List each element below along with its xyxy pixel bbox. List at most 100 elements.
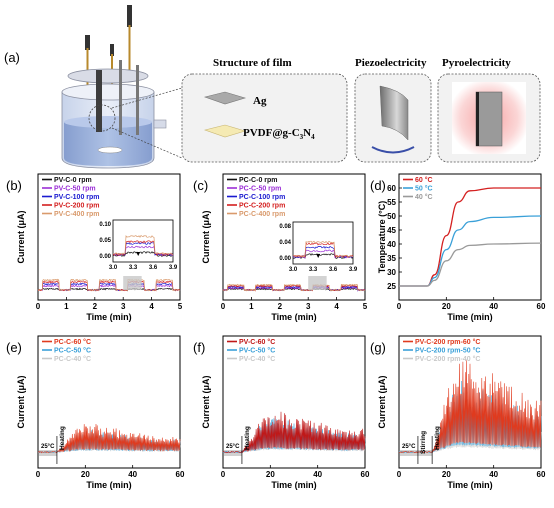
legend-entry: PV-C-400 rpm <box>54 211 100 218</box>
beaker-rim <box>61 83 155 101</box>
x-tick-label: 3 <box>121 302 126 311</box>
x-tick-label: 20 <box>266 470 275 479</box>
series-line <box>398 215 542 287</box>
x-tick-label: 0 <box>221 302 226 311</box>
x-tick-label: 1 <box>64 302 69 311</box>
reactor-illustration <box>61 5 183 169</box>
legend-entry: PC-C-0 rpm <box>239 177 278 184</box>
inset-frame <box>292 221 354 265</box>
x-tick-label: 0 <box>397 302 402 311</box>
inset-y-tick-label: 0.08 <box>279 224 291 230</box>
electrode-cap <box>127 5 132 27</box>
counter-electrode <box>119 60 122 135</box>
x-tick-label: 20 <box>442 470 451 479</box>
legend-entry: PC-C-50 rpm <box>239 186 281 193</box>
y-axis-label: Current (μA) <box>16 210 26 263</box>
x-tick-label: 60 <box>176 470 185 479</box>
film-icon <box>475 91 503 147</box>
x-tick-label: 5 <box>178 302 183 311</box>
y-tick-label: 35 <box>387 254 396 263</box>
x-tick-label: 1 <box>249 302 254 311</box>
x-tick-label: 60 <box>361 470 370 479</box>
legend-entry: PC-C-50 °C <box>54 347 91 355</box>
y-tick-label: 55 <box>387 198 396 207</box>
x-tick-label: 40 <box>128 470 137 479</box>
inset-x-tick-label: 3.6 <box>149 265 158 271</box>
legend-entry: PC-C-60 °C <box>54 338 91 346</box>
legend-entry: PV-C-200 rpm-40 °C <box>415 355 480 363</box>
zoom-line <box>111 127 183 159</box>
piezo-title: Piezoelectricity <box>355 57 427 69</box>
x-tick-label: 2 <box>278 302 283 311</box>
y-axis-label: Temperature (°C) <box>377 201 387 273</box>
legend-entry: PV-C-200 rpm-60 °C <box>415 338 480 346</box>
x-axis-label: Time (min) <box>271 480 316 490</box>
x-tick-label: 4 <box>334 302 339 311</box>
piezo-card: Piezoelectricity <box>354 57 432 163</box>
series-line <box>222 411 366 454</box>
legend-entry: PV-C-40 °C <box>239 355 275 363</box>
x-tick-label: 0 <box>36 470 41 479</box>
temperature-annotation: 25°C <box>41 444 55 450</box>
legend-entry: PV-C-200 rpm <box>54 203 100 210</box>
electrolyte <box>64 122 152 166</box>
plot-frame <box>222 173 366 301</box>
plot-frame <box>37 173 181 301</box>
x-tick-label: 20 <box>81 470 90 479</box>
film-label-sub1: 3 <box>300 133 304 141</box>
y-axis-label: Current (μA) <box>201 210 211 263</box>
electrode-cap <box>85 35 90 50</box>
pyro-card: Pyroelectricity <box>437 57 541 163</box>
inset-x-tick-label: 3.0 <box>109 265 118 271</box>
working-electrode <box>96 70 102 132</box>
inset-y-tick-label: 0.05 <box>99 238 111 244</box>
inset-y-tick-label: 0.00 <box>99 254 111 260</box>
highlight-region <box>308 276 327 290</box>
electrolyte-surface <box>64 116 152 128</box>
y-tick-label: 50 <box>387 212 396 221</box>
highlight-region <box>123 276 142 290</box>
panel-label: (g) <box>370 340 386 355</box>
series-line <box>37 278 181 292</box>
legend-entry: PV-C-0 rpm <box>54 177 92 184</box>
inset-x-tick-label: 3.3 <box>129 265 138 271</box>
pyro-title: Pyroelectricity <box>442 57 511 69</box>
reference-electrode <box>136 65 139 135</box>
x-tick-label: 40 <box>489 470 498 479</box>
stir-bar <box>97 146 123 154</box>
x-axis-label: Time (min) <box>86 480 131 490</box>
y-axis-label: Current (μA) <box>16 375 26 428</box>
legend-entry: PV-C-60 °C <box>239 338 275 346</box>
legend-entry: PC-C-40 °C <box>54 355 91 363</box>
film-label-sub2: 4 <box>311 133 315 141</box>
arrow-down-icon <box>316 254 321 258</box>
panel-label: (d) <box>370 178 386 193</box>
inset-y-tick-label: 0.10 <box>99 222 111 228</box>
y-axis-label: Current (μA) <box>377 375 387 428</box>
structure-card: Structure of film Ag PVDF@g-C3N4 <box>181 57 348 163</box>
x-tick-label: 60 <box>537 302 546 311</box>
x-tick-label: 2 <box>93 302 98 311</box>
temperature-annotation: 25°C <box>402 444 416 450</box>
ag-layer <box>203 91 247 105</box>
x-axis-label: Time (min) <box>447 312 492 322</box>
heating-annotation: Heating <box>59 426 66 450</box>
x-tick-label: 3 <box>306 302 311 311</box>
legend-entry: PV-C-50 rpm <box>54 186 96 193</box>
film-label: PVDF@g-C3N4 <box>243 127 315 141</box>
y-tick-label: 40 <box>387 240 396 249</box>
x-tick-label: 0 <box>36 302 41 311</box>
inset-x-tick-label: 3.0 <box>289 267 298 273</box>
legend-entry: PC-C-400 rpm <box>239 211 285 218</box>
y-tick-label: 25 <box>387 282 396 291</box>
stirring-annotation: Stirring <box>420 431 427 454</box>
baseline-band <box>224 450 242 456</box>
baseline-band <box>400 450 433 456</box>
panel-label: (f) <box>193 340 205 355</box>
legend-entry: PC-C-200 rpm <box>239 203 285 210</box>
plot-frame <box>37 335 181 469</box>
panel-label: (e) <box>6 340 22 355</box>
y-axis-label: Current (μA) <box>201 375 211 428</box>
x-tick-label: 40 <box>489 302 498 311</box>
